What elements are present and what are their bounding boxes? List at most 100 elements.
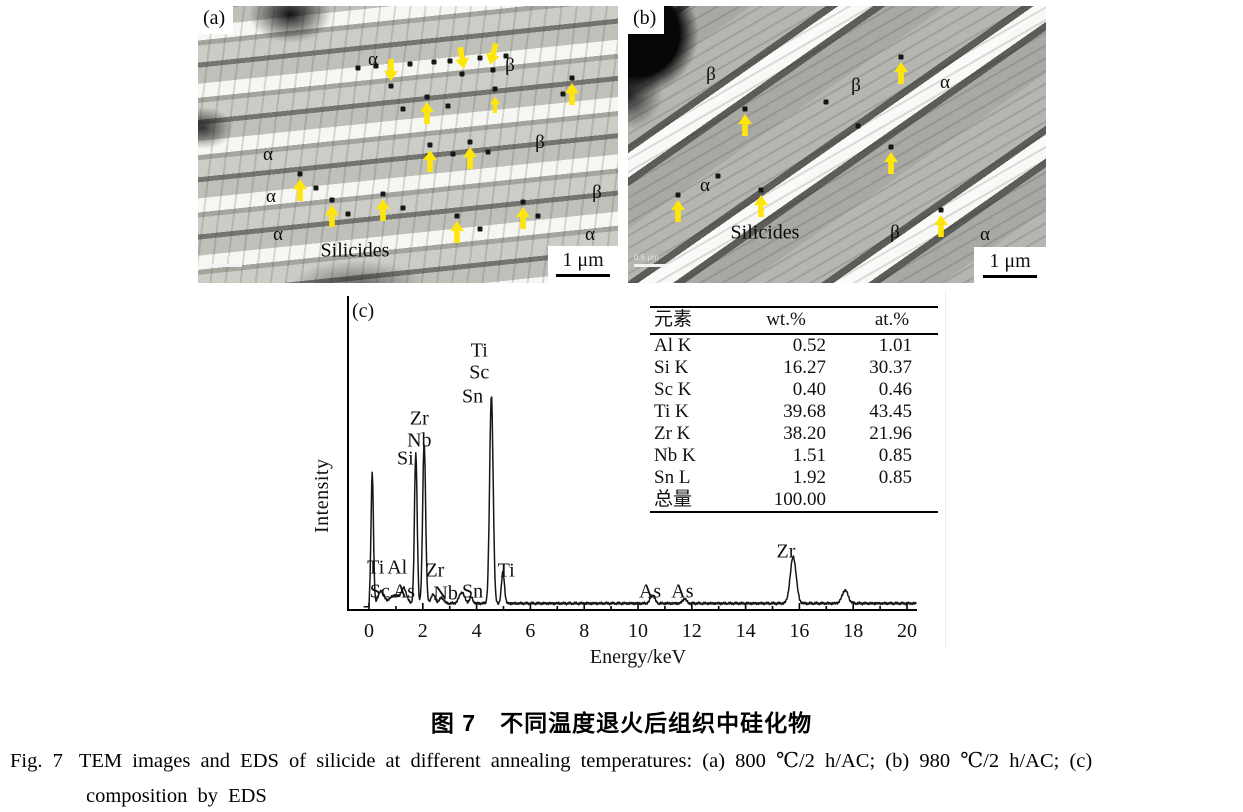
- eds-element-cell: Si K: [654, 357, 689, 378]
- silicide-particle: [424, 94, 430, 100]
- eds-value-cell: 43.45: [869, 401, 912, 422]
- silicide-particle: [400, 106, 406, 112]
- eds-table-row: Al K 0.52 1.01: [650, 334, 938, 357]
- silicide-particle: [675, 192, 681, 198]
- peak-label-as: As: [671, 580, 694, 603]
- silicide-arrow-icon: [384, 59, 398, 81]
- eds-table-row: Si K 16.27 30.37: [650, 357, 938, 379]
- x-tick-label: 0: [364, 620, 374, 642]
- silicide-particle: [431, 59, 437, 65]
- silicide-arrow-icon: [894, 62, 908, 84]
- silicide-particle: [569, 75, 575, 81]
- alpha-phase-label: α: [980, 224, 990, 245]
- x-tick-label: 16: [789, 620, 810, 642]
- eds-value-cell: 1.01: [878, 335, 912, 356]
- embedded-scalebar-a-line: [208, 264, 242, 267]
- silicide-particle: [467, 139, 473, 145]
- silicide-arrow-icon: [671, 200, 685, 222]
- silicide-arrow-icon: [489, 96, 501, 114]
- silicide-particle: [459, 71, 465, 77]
- eds-column-header: 元素: [650, 307, 726, 335]
- caption-english: Fig. 7 TEM images and EDS of silicide at …: [10, 748, 1239, 773]
- silicide-particle: [898, 54, 904, 60]
- silicide-particle: [477, 226, 483, 232]
- x-tick-label: 8: [579, 620, 590, 642]
- caption-english-line2: composition by EDS: [86, 785, 267, 807]
- silicide-particle: [485, 149, 491, 155]
- scalebar-a-line: [556, 274, 610, 277]
- eds-column-header: wt.%: [726, 307, 846, 335]
- chart-image-edge: [945, 290, 946, 648]
- silicide-arrow-icon: [376, 199, 390, 221]
- eds-element-cell: Zr K: [654, 423, 691, 444]
- peak-label-sn: Sn: [462, 580, 484, 603]
- eds-value-cell: 0.46: [878, 379, 912, 400]
- silicide-particle: [407, 61, 413, 67]
- y-axis-label: Intensity: [311, 458, 333, 534]
- beta-phase-label: β: [535, 132, 545, 153]
- eds-value-cell: 21.96: [869, 423, 912, 444]
- peak-label-ti: Ti: [367, 556, 385, 579]
- silicide-particle: [355, 65, 361, 71]
- embedded-scalebar-b: 0.5 μm: [634, 254, 668, 267]
- alpha-phase-label: α: [273, 224, 283, 245]
- silicide-particle: [477, 55, 483, 61]
- spectrum-curve: [363, 396, 917, 608]
- silicide-particle: [450, 151, 456, 157]
- silicides-label-b: Silicides: [730, 221, 800, 244]
- peak-label-as: As: [638, 580, 662, 603]
- eds-value-cell: 0.85: [878, 467, 912, 488]
- eds-element-cell: Sn L: [654, 467, 691, 488]
- eds-value-cell: 0.85: [878, 445, 912, 466]
- silicide-arrow-icon: [565, 83, 579, 105]
- x-axis-label: Energy/keV: [589, 646, 687, 668]
- caption-fig-number: Fig. 7: [10, 750, 63, 772]
- peak-label-zr: Zr: [776, 540, 796, 563]
- peak-label-sc: Sc: [469, 361, 490, 384]
- silicide-particle: [503, 53, 509, 59]
- silicide-particle: [855, 123, 861, 129]
- silicide-particle: [454, 213, 460, 219]
- silicide-particle: [823, 99, 829, 105]
- silicide-particle: [329, 197, 335, 203]
- peak-label-zr: Zr: [409, 407, 429, 430]
- eds-value-cell: 38.20: [783, 423, 826, 444]
- eds-value-cell: [846, 489, 938, 512]
- silicide-particle: [313, 185, 319, 191]
- eds-table-row: Sc K 0.40 0.46: [650, 379, 938, 401]
- silicide-particle: [427, 142, 433, 148]
- silicide-particle: [520, 199, 526, 205]
- x-tick-label: 12: [681, 620, 702, 642]
- peak-label-al: Al: [387, 556, 408, 579]
- silicide-particle: [888, 144, 894, 150]
- eds-value-cell: 39.68: [783, 401, 826, 422]
- silicide-particle: [742, 106, 748, 112]
- alpha-phase-label: α: [266, 186, 276, 207]
- silicide-arrow-icon: [450, 221, 464, 243]
- x-tick-label: 10: [628, 620, 648, 642]
- alpha-phase-label: α: [585, 224, 595, 245]
- eds-value-cell: 100.00: [773, 489, 826, 510]
- silicide-particle: [492, 86, 498, 92]
- silicide-arrow-icon: [463, 147, 477, 169]
- silicide-arrow-icon: [453, 46, 471, 70]
- silicide-arrow-icon: [516, 207, 530, 229]
- eds-value-cell: 1.92: [792, 467, 826, 488]
- silicide-arrow-icon: [325, 205, 339, 227]
- eds-spectrum-plot: [347, 296, 917, 611]
- silicide-particle: [388, 83, 394, 89]
- beta-phase-label: β: [890, 222, 900, 243]
- scalebar-a-text: 1 μm: [562, 249, 604, 271]
- x-tick-label: 4: [471, 620, 482, 642]
- silicide-arrow-icon: [738, 114, 752, 136]
- eds-column-header: at.%: [846, 307, 938, 335]
- alpha-phase-label: α: [700, 175, 710, 196]
- peak-label-sc: Sc: [369, 580, 390, 603]
- silicide-particle: [560, 91, 566, 97]
- silicide-particle: [373, 63, 379, 69]
- tem-panel-b: (b) Silicides 0.5 μm 1 μm β β β α α α: [628, 6, 1046, 283]
- silicide-particle: [490, 67, 496, 73]
- peak-label-sn: Sn: [462, 385, 484, 408]
